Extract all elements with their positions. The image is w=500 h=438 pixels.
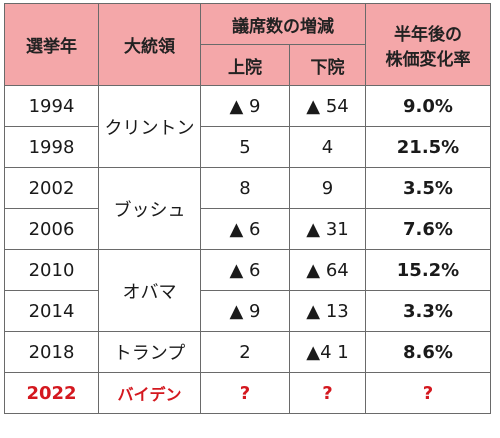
lower-seat-cell: 4: [289, 126, 366, 168]
stock-rate-cell: 8.6%: [365, 331, 491, 373]
header-year: 選挙年: [4, 3, 99, 86]
election-stock-table: 選挙年 大統領 議席数の増減 半年後の 株価変化率 上院 下院 1994 クリン…: [4, 3, 491, 414]
stock-rate-cell: 3.3%: [365, 290, 491, 332]
stock-rate-cell: 9.0%: [365, 85, 491, 127]
header-stock-rate: 半年後の 株価変化率: [365, 3, 491, 86]
lower-seat-cell: ▲4 1: [289, 331, 366, 373]
stock-rate-cell: 21.5%: [365, 126, 491, 168]
table-row-highlight: 2022 バイデン ? ? ?: [4, 372, 491, 414]
upper-seat-cell: ▲ 6: [200, 208, 290, 250]
header-seat-change: 議席数の増減: [200, 3, 366, 45]
lower-seat-cell: ▲ 13: [289, 290, 366, 332]
table-row: 2010 オバマ ▲ 6 ▲ 64 15.2%: [4, 249, 491, 332]
lower-seat-cell: ▲ 54: [289, 85, 366, 127]
year-cell: 1998: [4, 126, 99, 168]
election-stock-table-container: 選挙年 大統領 議席数の増減 半年後の 株価変化率 上院 下院 1994 クリン…: [4, 3, 491, 414]
upper-seat-cell: ?: [200, 372, 290, 414]
table-row: 2014 ▲ 9 ▲ 13 3.3%: [4, 290, 491, 332]
header-stock-rate-line1: 半年後の: [394, 24, 462, 45]
table-row: 1998 5 4 21.5%: [4, 126, 491, 168]
upper-seat-cell: 2: [200, 331, 290, 373]
header-upper: 上院: [200, 44, 290, 86]
table-row: 2002 ブッシュ 8 9 3.5%: [4, 167, 491, 250]
upper-seat-cell: 8: [200, 167, 290, 209]
header-president: 大統領: [98, 3, 201, 86]
president-cell-trump: トランプ: [98, 331, 201, 373]
stock-rate-cell: 7.6%: [365, 208, 491, 250]
president-cell-biden: バイデン: [98, 372, 201, 414]
lower-seat-cell: ▲ 31: [289, 208, 366, 250]
lower-seat-cell: 9: [289, 167, 366, 209]
year-cell: 2010: [4, 249, 99, 291]
stock-rate-cell: 3.5%: [365, 167, 491, 209]
header-lower: 下院: [289, 44, 366, 86]
year-cell: 2022: [4, 372, 99, 414]
lower-seat-cell: ▲ 64: [289, 249, 366, 291]
table-row: 1994 クリントン ▲ 9 ▲ 54 9.0%: [4, 85, 491, 168]
president-cell-obama: オバマ: [98, 249, 201, 332]
upper-seat-cell: 5: [200, 126, 290, 168]
upper-seat-cell: ▲ 9: [200, 85, 290, 127]
table-row: 2018 トランプ 2 ▲4 1 8.6%: [4, 331, 491, 373]
header-stock-rate-line2: 株価変化率: [385, 49, 471, 70]
stock-rate-cell: 15.2%: [365, 249, 491, 291]
year-cell: 1994: [4, 85, 99, 127]
year-cell: 2002: [4, 167, 99, 209]
header-row-1: 選挙年 大統領 議席数の増減 半年後の 株価変化率: [4, 3, 491, 86]
table-row: 2006 ▲ 6 ▲ 31 7.6%: [4, 208, 491, 250]
year-cell: 2006: [4, 208, 99, 250]
president-cell-bush: ブッシュ: [98, 167, 201, 250]
year-cell: 2018: [4, 331, 99, 373]
year-cell: 2014: [4, 290, 99, 332]
president-cell-clinton: クリントン: [98, 85, 201, 168]
upper-seat-cell: ▲ 9: [200, 290, 290, 332]
header-row-2: 上院 下院: [5, 44, 491, 86]
lower-seat-cell: ?: [289, 372, 366, 414]
upper-seat-cell: ▲ 6: [200, 249, 290, 291]
stock-rate-cell: ?: [365, 372, 491, 414]
